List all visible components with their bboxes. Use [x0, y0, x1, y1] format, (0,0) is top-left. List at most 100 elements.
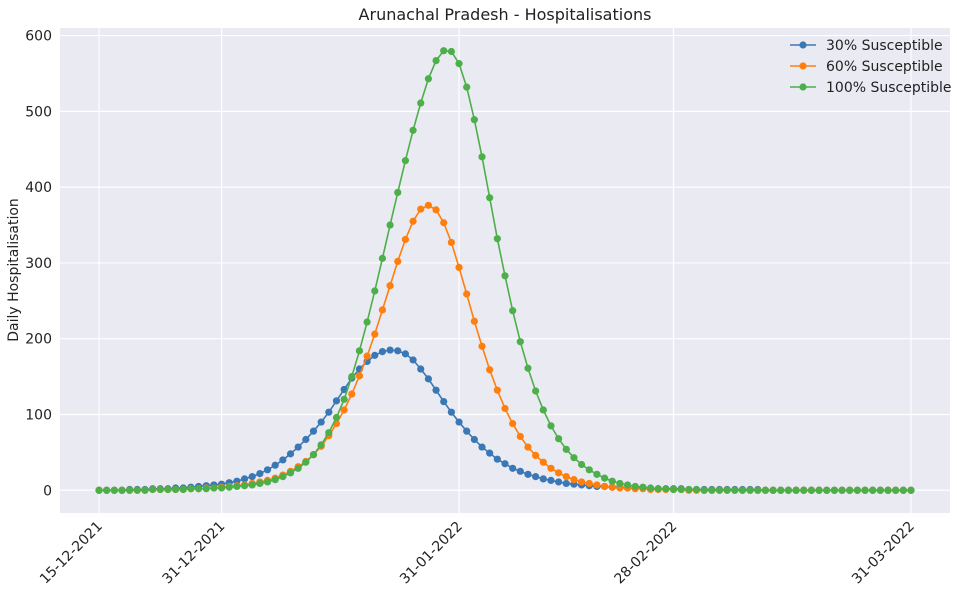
data-point: [761, 486, 770, 494]
data-point: [907, 486, 915, 494]
data-point: [692, 485, 701, 494]
data-point: [355, 372, 364, 380]
x-tick-label: 31-03-2022: [849, 519, 918, 588]
data-point: [899, 486, 907, 494]
data-point: [493, 386, 501, 394]
data-point: [302, 458, 310, 466]
data-point: [677, 485, 685, 494]
data-point: [532, 473, 540, 481]
data-point: [447, 47, 455, 56]
data-point: [524, 470, 532, 478]
data-point: [486, 194, 494, 202]
data-point: [309, 427, 318, 435]
data-point: [509, 419, 517, 428]
y-axis-title: Daily Hospitalisation: [6, 198, 22, 342]
data-point: [256, 479, 264, 488]
data-point: [547, 422, 555, 430]
y-tick-label: 600: [25, 29, 52, 45]
data-point: [294, 443, 302, 451]
data-point: [501, 404, 509, 413]
data-point: [118, 486, 126, 494]
data-point: [348, 372, 356, 381]
data-point: [401, 157, 410, 165]
data-point: [792, 486, 800, 494]
data-point: [532, 451, 540, 460]
data-point: [363, 318, 371, 326]
data-point: [386, 346, 394, 354]
data-point: [593, 481, 601, 489]
data-point: [271, 476, 279, 484]
data-point: [133, 486, 141, 494]
legend-item: 60% Susceptible: [790, 59, 943, 75]
y-tick-label: 500: [25, 104, 52, 120]
data-point: [685, 485, 693, 494]
y-tick-label: 300: [25, 256, 52, 272]
legend-label: 30% Susceptible: [826, 38, 943, 54]
data-point: [570, 454, 578, 462]
data-point: [340, 385, 348, 394]
data-point: [524, 364, 532, 372]
data-point: [631, 482, 639, 491]
data-point: [156, 485, 164, 494]
data-point: [194, 485, 203, 493]
data-point: [616, 479, 624, 488]
data-point: [700, 486, 708, 494]
data-point: [516, 467, 524, 475]
data-point: [371, 330, 379, 338]
y-tick-label: 100: [25, 407, 52, 423]
data-point: [830, 486, 839, 494]
data-point: [240, 482, 249, 490]
data-point: [317, 418, 325, 426]
data-point: [103, 486, 111, 494]
data-point: [570, 476, 578, 484]
data-point: [516, 338, 524, 346]
data-point: [302, 435, 310, 444]
data-point: [394, 347, 402, 355]
data-point: [371, 351, 379, 359]
y-tick-label: 0: [43, 483, 52, 499]
legend-item: 100% Susceptible: [790, 80, 952, 96]
data-point: [501, 460, 509, 468]
data-point: [493, 235, 501, 243]
data-point: [455, 263, 463, 272]
data-point: [532, 387, 540, 395]
data-point: [892, 486, 900, 494]
data-point: [486, 449, 494, 457]
data-point: [708, 486, 716, 494]
data-point: [639, 483, 647, 491]
data-point: [470, 435, 478, 444]
data-point: [440, 47, 448, 55]
data-point: [271, 461, 279, 469]
data-point: [562, 445, 570, 453]
x-tick-label: 28-02-2022: [612, 519, 681, 588]
data-point: [386, 221, 394, 229]
legend-marker: [799, 41, 807, 49]
data-point: [470, 317, 478, 325]
legend-marker: [799, 62, 807, 70]
data-point: [463, 427, 471, 435]
data-point: [217, 484, 226, 492]
data-point: [869, 486, 877, 494]
y-tick-label: 400: [25, 180, 52, 196]
data-point: [509, 464, 517, 472]
data-point: [424, 75, 432, 83]
data-point: [417, 99, 425, 107]
data-point: [424, 375, 432, 383]
x-tick-label: 31-01-2022: [397, 519, 466, 588]
data-point: [447, 408, 455, 416]
data-point: [578, 460, 586, 469]
data-point: [585, 479, 593, 488]
data-point: [455, 60, 463, 68]
data-point: [662, 485, 670, 493]
data-point: [608, 477, 616, 485]
data-point: [340, 406, 348, 414]
series-group: [95, 47, 915, 494]
data-point: [240, 475, 249, 483]
data-point: [401, 235, 410, 244]
data-point: [440, 219, 448, 227]
data-point: [371, 287, 379, 295]
data-point: [363, 352, 371, 360]
data-point: [378, 306, 387, 314]
data-point: [432, 386, 440, 394]
